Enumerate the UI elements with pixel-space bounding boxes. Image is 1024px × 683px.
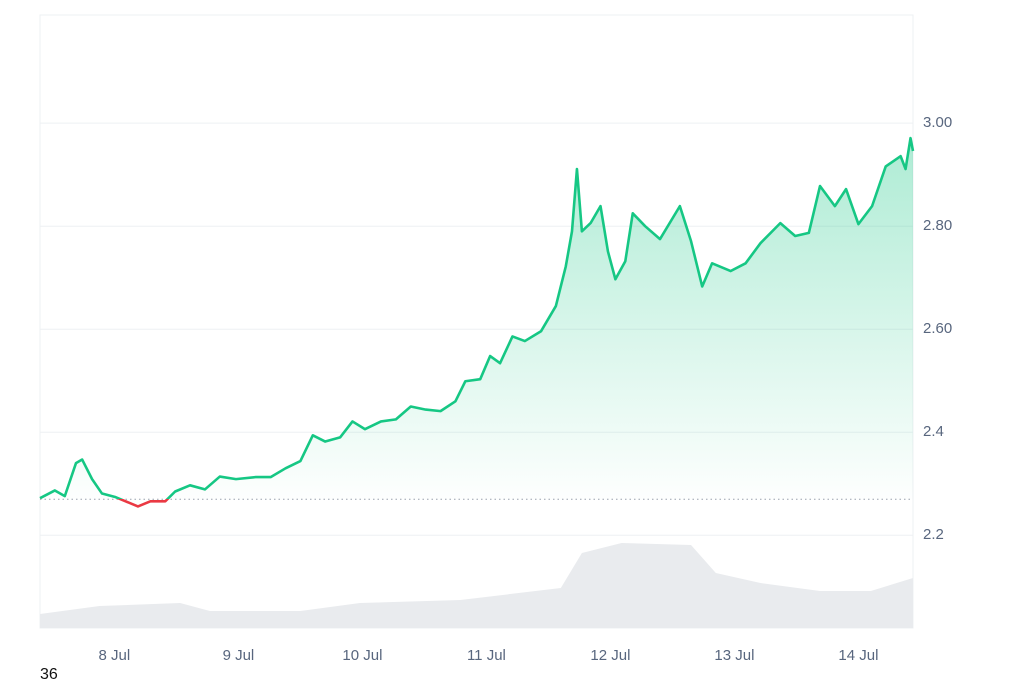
x-tick-label: 11 Jul bbox=[467, 647, 506, 664]
y-tick-label: 2.80 bbox=[923, 217, 952, 234]
caption: 36 bbox=[40, 666, 58, 683]
x-tick-label: 13 Jul bbox=[714, 647, 754, 664]
x-tick-label: 12 Jul bbox=[590, 647, 630, 664]
x-tick-label: 14 Jul bbox=[838, 647, 878, 664]
y-tick-label: 2.4 bbox=[923, 423, 944, 440]
y-tick-label: 3.00 bbox=[923, 114, 952, 131]
y-tick-label: 2.2 bbox=[923, 526, 944, 543]
x-tick-label: 9 Jul bbox=[223, 647, 255, 664]
price-line bbox=[39, 136, 915, 508]
volume-area bbox=[40, 543, 913, 628]
x-tick-label: 8 Jul bbox=[99, 647, 131, 664]
x-tick-label: 10 Jul bbox=[342, 647, 382, 664]
price-area bbox=[40, 138, 913, 507]
y-tick-label: 2.60 bbox=[923, 320, 952, 337]
